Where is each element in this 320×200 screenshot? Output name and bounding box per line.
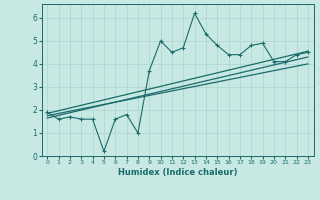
X-axis label: Humidex (Indice chaleur): Humidex (Indice chaleur) [118, 168, 237, 177]
